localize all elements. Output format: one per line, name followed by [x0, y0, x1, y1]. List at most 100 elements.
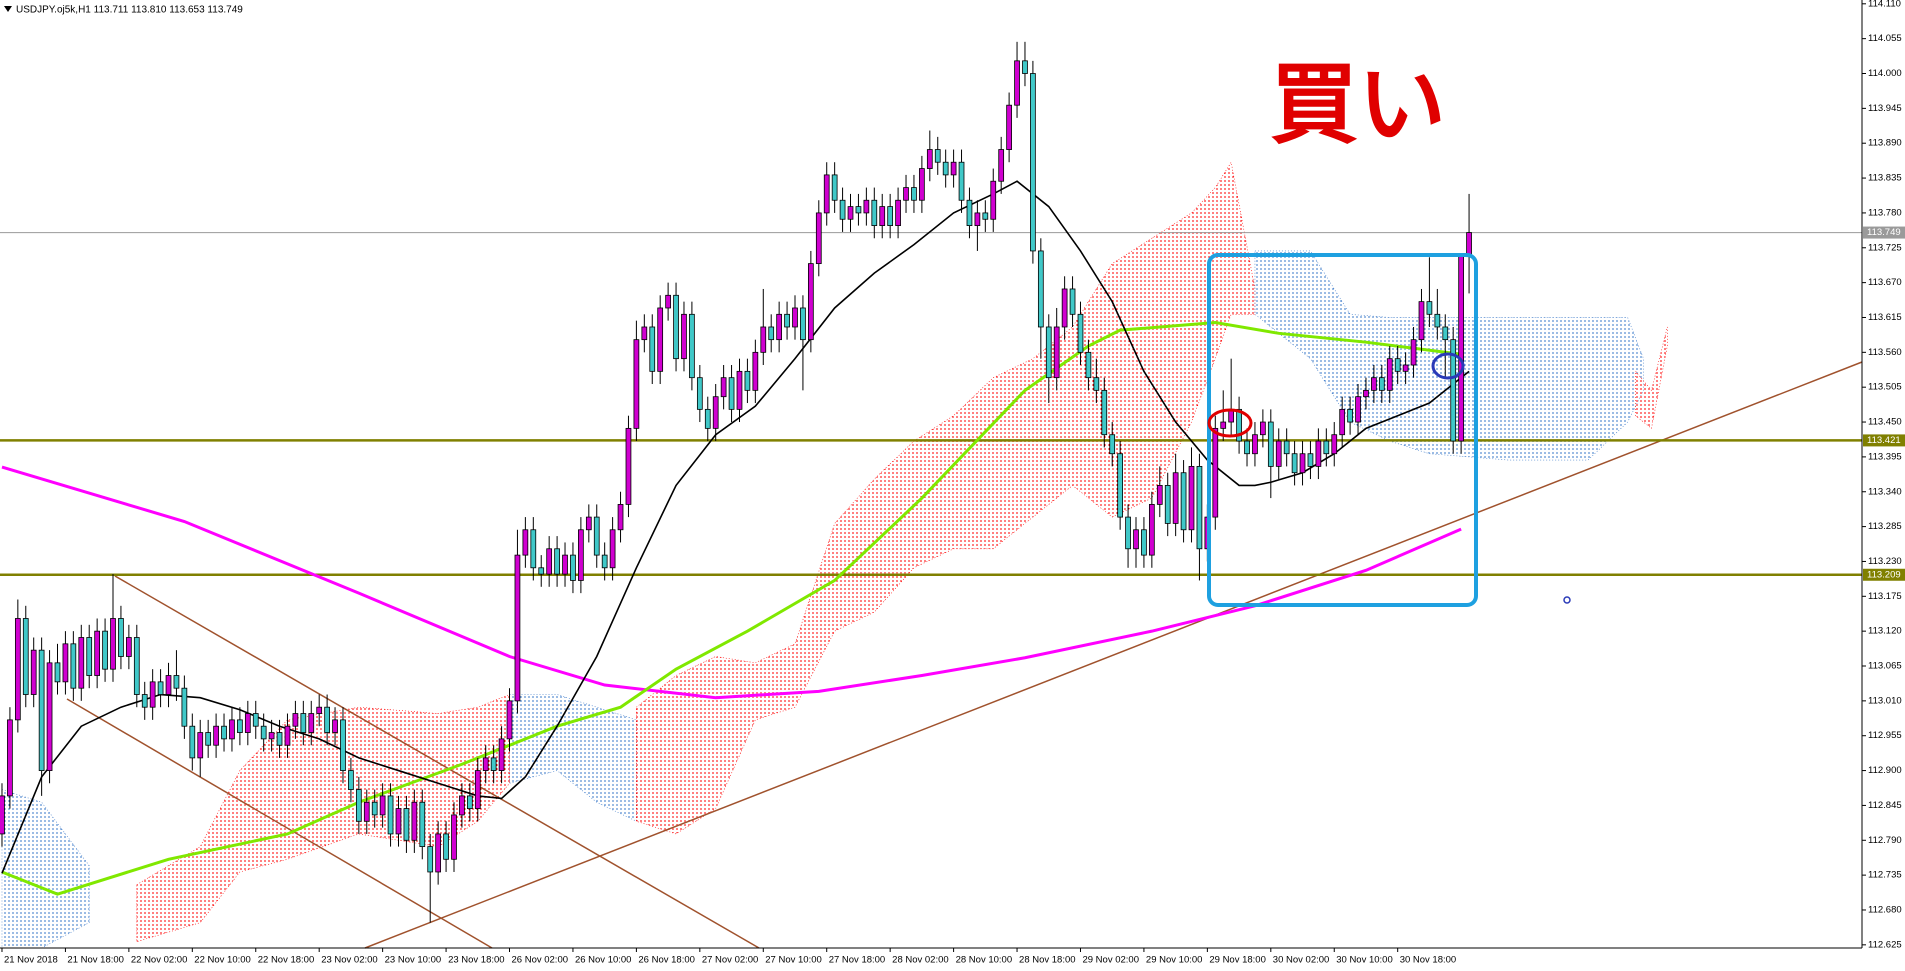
y-tick-label: 114.000: [1868, 68, 1902, 79]
candle-body: [427, 846, 434, 873]
candle-body: [1442, 326, 1449, 341]
candle-body: [752, 351, 759, 391]
candle-body: [1394, 358, 1401, 372]
candle-body: [62, 643, 69, 683]
candle-body: [467, 795, 473, 809]
y-tick-label: 113.450: [1868, 417, 1902, 428]
candle-body: [157, 681, 164, 695]
y-tick-label: 112.680: [1868, 904, 1902, 915]
candle-body: [324, 706, 330, 733]
candle-body: [609, 529, 616, 569]
candle-body: [665, 294, 671, 309]
menu-icon: [4, 6, 12, 12]
y-tick-label: 113.505: [1868, 382, 1902, 393]
y-tick-label: 113.010: [1868, 695, 1902, 706]
candle-body: [990, 180, 997, 220]
candle-body: [720, 377, 727, 398]
candle-body: [1006, 104, 1012, 150]
price-level-label: 113.421: [1867, 435, 1901, 446]
candle-body: [863, 199, 870, 214]
candle-body: [1371, 377, 1377, 391]
y-tick-label: 113.285: [1868, 521, 1902, 532]
candle-body: [348, 770, 354, 790]
y-tick-label: 113.340: [1868, 486, 1902, 497]
price-level-label: 113.209: [1867, 569, 1901, 580]
y-tick-label: 112.735: [1868, 870, 1902, 881]
x-tick-label: 29 Nov 18:00: [1209, 955, 1266, 966]
candle-body: [736, 370, 743, 410]
candle-body: [839, 199, 846, 220]
candle-body: [371, 801, 378, 816]
candle-body: [14, 618, 21, 721]
candle-body: [1125, 516, 1131, 550]
candle-body: [118, 618, 124, 657]
candle-body: [474, 770, 481, 809]
candle-body: [585, 516, 592, 531]
candle-body: [1077, 313, 1084, 353]
x-tick-label: 27 Nov 18:00: [829, 955, 886, 966]
candle-body: [633, 339, 640, 429]
candle-body: [911, 187, 917, 201]
x-tick-label: 21 Nov 2018: [4, 955, 58, 966]
candle-body: [133, 637, 140, 695]
candle-body: [1331, 434, 1338, 455]
candle-body: [1220, 421, 1227, 429]
candle-body: [1291, 453, 1298, 474]
candle-body: [189, 725, 196, 759]
candle-body: [815, 212, 822, 265]
candle-body: [1030, 73, 1036, 252]
candle-body: [1386, 358, 1393, 391]
candle-body: [110, 618, 116, 670]
candle-body: [792, 307, 798, 328]
y-tick-label: 114.055: [1868, 33, 1902, 44]
candle-body: [1434, 313, 1441, 328]
candle-body: [0, 795, 5, 835]
y-tick-label: 112.955: [1868, 730, 1902, 741]
candle-body: [776, 313, 782, 341]
y-tick-label: 113.725: [1868, 242, 1902, 253]
x-tick-label: 23 Nov 10:00: [385, 955, 442, 966]
candle-body: [451, 814, 457, 860]
candle-body: [363, 801, 370, 822]
y-tick-label: 113.560: [1868, 347, 1902, 358]
candle-body: [419, 801, 426, 848]
candle-body: [86, 637, 93, 676]
candle-body: [459, 795, 465, 816]
candle-body: [403, 808, 410, 841]
candle-body: [1045, 326, 1052, 379]
candle-body: [1117, 453, 1123, 518]
candle-body: [173, 675, 180, 689]
candle-body: [490, 757, 497, 771]
candle-body: [340, 719, 346, 771]
cloud: [1635, 326, 1668, 429]
candle-body: [435, 833, 441, 873]
candle-body: [395, 808, 402, 835]
candle-body: [181, 687, 188, 727]
x-tick-label: 23 Nov 02:00: [321, 955, 378, 966]
candle-body: [934, 149, 941, 163]
y-tick-label: 113.395: [1868, 451, 1902, 462]
candle-body: [1378, 377, 1385, 391]
candle-body: [332, 719, 338, 733]
candle-body: [165, 675, 172, 695]
y-tick-label: 113.065: [1868, 661, 1902, 672]
candle-body: [411, 801, 418, 841]
y-tick-label: 113.890: [1868, 138, 1902, 149]
candle-body: [704, 408, 711, 429]
candle-body: [712, 396, 719, 429]
trend-line: [114, 575, 760, 949]
candle-body: [1014, 60, 1020, 106]
candle-body: [1141, 529, 1147, 556]
candle-body: [260, 725, 267, 740]
candle-body: [689, 313, 695, 379]
candle-body: [1085, 351, 1092, 379]
candle-body: [1450, 339, 1457, 442]
candle-body: [593, 516, 600, 556]
candle-body: [229, 719, 235, 740]
candle-body: [237, 719, 243, 733]
candle-body: [1347, 408, 1353, 423]
candle-body: [1022, 60, 1028, 74]
cloud: [509, 694, 637, 822]
x-tick-label: 26 Nov 18:00: [638, 955, 695, 966]
candle-body: [7, 719, 13, 797]
